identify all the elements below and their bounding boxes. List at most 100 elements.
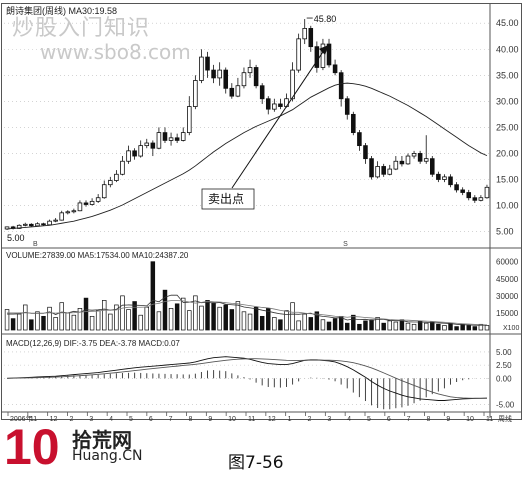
x-tick-label: 10	[228, 416, 236, 423]
candle-body	[247, 67, 253, 74]
x-tick-label: 9	[208, 416, 212, 423]
candle-body	[472, 197, 478, 201]
volume-ma10-line	[7, 300, 487, 326]
candle-body	[41, 223, 46, 226]
volume-bar	[320, 319, 326, 331]
volume-bar	[278, 319, 283, 331]
candle-body	[83, 202, 89, 205]
volume-bar	[217, 306, 222, 331]
volume-bar	[193, 295, 198, 331]
volume-bar	[290, 302, 295, 331]
volume-bar	[229, 309, 235, 331]
volume-bar	[375, 317, 380, 331]
logo-cn: 拾荒网	[72, 428, 132, 452]
candle-body	[369, 158, 374, 178]
volume-bar	[393, 321, 399, 331]
candle-body	[375, 166, 380, 178]
volume-bar	[472, 326, 478, 331]
candle-body	[351, 113, 356, 134]
x-tick-label: 4	[109, 416, 113, 423]
x-tick-label: 6	[149, 416, 153, 423]
volume-bar	[223, 304, 228, 331]
volume-bar	[357, 323, 362, 331]
x-tick-label: 6	[387, 416, 391, 423]
logo-icon: 10	[4, 420, 60, 470]
volume-bar	[272, 317, 277, 331]
volume-ma5-line	[7, 294, 487, 326]
candle-body	[448, 176, 453, 186]
x-tick-label: 8	[189, 416, 193, 423]
volume-bar	[442, 325, 447, 331]
x-tick-label: 3	[89, 416, 93, 423]
volume-bar	[484, 325, 490, 331]
macd-tick-label: 5.00	[496, 348, 512, 357]
volume-bar	[126, 309, 131, 331]
volume-bar	[187, 310, 192, 331]
sell-arrow-head	[319, 44, 330, 55]
candle-body	[77, 202, 83, 212]
volume-bar	[381, 322, 386, 331]
x-tick-label: 3	[327, 416, 331, 423]
volume-bar	[10, 318, 16, 331]
candle-body	[478, 197, 484, 201]
x-tick-label: 12	[268, 416, 276, 423]
price-tick-label: 35.00	[496, 70, 519, 80]
price-tick-label: 15.00	[496, 174, 519, 184]
volume-bar	[71, 314, 77, 331]
candle-body	[150, 142, 156, 149]
volume-bar	[423, 322, 429, 331]
sell-callout-label: 卖出点	[208, 192, 244, 206]
candle-body	[53, 219, 58, 222]
volume-bar	[241, 311, 247, 331]
x-tick-label: 2006年	[10, 414, 33, 423]
volume-bar	[120, 295, 125, 331]
candle-body	[272, 103, 277, 110]
volume-bar	[23, 304, 28, 331]
x-axis-end-label: 周线	[498, 414, 512, 423]
volume-bar	[59, 302, 64, 331]
price-tick-label: 10.00	[496, 201, 519, 211]
volume-bar	[156, 311, 162, 331]
volume-bar	[259, 315, 265, 331]
candle-body	[174, 137, 180, 141]
candle-body	[199, 56, 204, 81]
buy-marker: B	[33, 241, 38, 248]
volume-bar	[436, 323, 441, 331]
volume-bar	[180, 297, 186, 331]
x-tick-label: 8	[427, 416, 431, 423]
volume-bar	[302, 313, 307, 331]
volume-label: VOLUME:27839.00 MA5:17534.00 MA10:24387.…	[6, 251, 189, 260]
candle-body	[326, 43, 332, 66]
x-tick-label: 4	[347, 416, 351, 423]
figure-caption: 图7-56	[228, 453, 284, 473]
candle-body	[423, 158, 429, 162]
volume-bar	[77, 308, 83, 331]
x-tick-label: 10	[466, 416, 474, 423]
candle-body	[187, 106, 192, 134]
volume-bar	[108, 313, 113, 331]
chart-title: 朗诗集团(周线) MA30:19.58	[6, 5, 117, 16]
high-label: 45.80	[314, 14, 337, 24]
candle-body	[442, 176, 447, 180]
volume-bar	[405, 322, 411, 331]
volume-bar	[174, 303, 180, 331]
volume-bar	[65, 312, 71, 331]
volume-tick-label: 60000	[496, 258, 519, 267]
candle-body	[126, 150, 131, 162]
candle-body	[71, 210, 77, 213]
x-tick-label: 12	[50, 416, 58, 423]
candle-body	[302, 28, 307, 40]
volume-bar	[345, 322, 350, 331]
volume-bar	[168, 308, 174, 331]
volume-bar	[266, 308, 271, 331]
volume-bar	[211, 302, 216, 331]
volume-bar	[247, 313, 253, 331]
candle-body	[89, 200, 95, 205]
volume-bar	[253, 306, 259, 331]
volume-bar	[205, 300, 210, 331]
candle-body	[223, 69, 229, 89]
candle-body	[241, 72, 247, 87]
price-tick-label: 5.00	[496, 227, 514, 237]
